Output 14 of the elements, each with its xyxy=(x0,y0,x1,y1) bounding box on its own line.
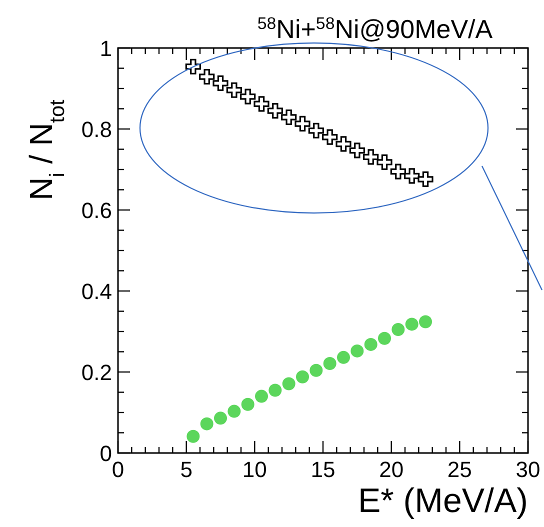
y-tick-label: 0.2 xyxy=(81,360,112,385)
y-tick-label: 1 xyxy=(100,36,112,61)
y-tick-label: 0 xyxy=(100,441,112,466)
x-tick-label: 30 xyxy=(516,457,540,482)
x-tick-label: 15 xyxy=(310,457,336,482)
x-tick-label: 5 xyxy=(180,457,192,482)
x-tick-label: 25 xyxy=(447,457,472,482)
y-tick-label: 0.6 xyxy=(81,198,112,223)
x-tick-label: 10 xyxy=(242,457,267,482)
y-tick-label: 0.8 xyxy=(81,117,112,142)
x-tick-label: 20 xyxy=(379,457,404,482)
chart-title: $^{58}$Ni+$^{58}$Ni@90MeV/A xyxy=(257,14,494,44)
x-axis-title: E* (MeV/A) xyxy=(358,482,528,520)
y-tick-label: 0.4 xyxy=(81,279,112,304)
